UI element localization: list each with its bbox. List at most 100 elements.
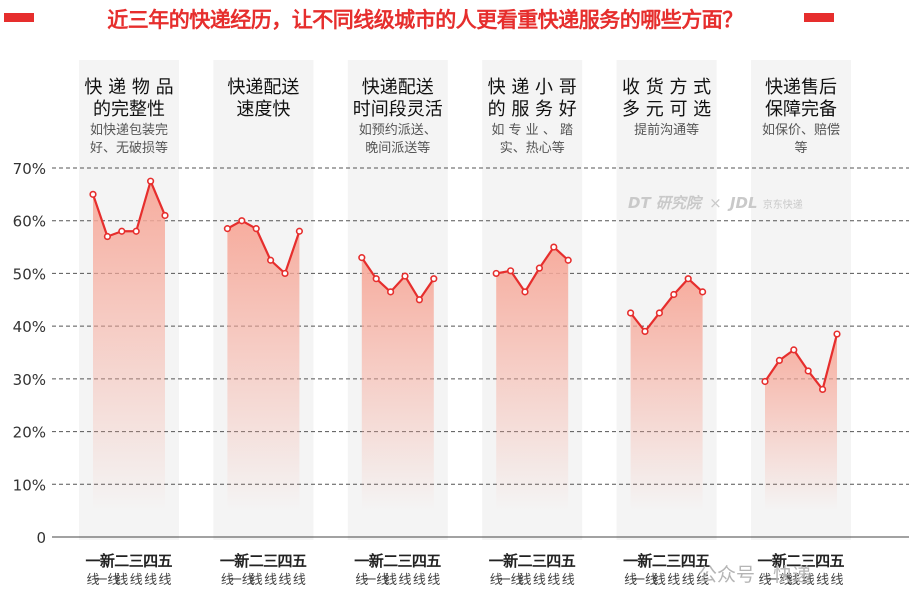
group-title: 时间段灵活 [353,99,443,120]
y-tick-label: 30% [13,371,46,389]
x-tick-label-top: 二 [383,552,398,570]
data-point [89,190,97,198]
x-tick-label-top: 三 [801,552,816,570]
x-tick-label-top: 四 [277,552,292,570]
x-tick-label-top: 新 [503,552,518,570]
data-point [161,211,169,220]
y-tick-label: 0 [36,529,46,547]
x-tick-label-top: 五 [695,552,710,570]
x-tick-label-top: 五 [561,552,576,570]
series-area [361,257,434,511]
x-tick-label-bottom: 线 [278,573,291,588]
y-tick-label: 50% [13,265,46,283]
data-point [761,377,769,386]
x-tick-label-bottom: 线 [427,573,440,588]
group-subtitle: 如 专 业 、 踏 [491,122,573,138]
x-tick-label-top: 三 [263,552,278,570]
jdl-watermark-subtext: 京东快递 [762,200,803,211]
series-layer [89,177,841,511]
y-tick-label: 60% [13,213,46,231]
data-point [521,288,529,296]
x-tick-label-bottom: 线 [115,573,128,588]
bottom-watermark: 公众号 · 快递 [698,560,811,587]
data-point [118,227,126,235]
data-point [415,296,424,304]
title-right-decoration [804,13,834,22]
data-point [818,385,827,394]
x-tick-label-top: 五 [829,552,844,570]
series-area [630,278,703,511]
group-panels [79,60,851,540]
x-tick-label-top: 新 [369,552,384,570]
x-tick-label-top: 一 [85,552,100,570]
data-point [267,256,275,264]
x-tick-label-bottom: 线 [490,573,503,588]
group-title: 保障完备 [765,99,837,120]
data-point [372,275,380,283]
jdl-watermark-text: JDL [729,194,758,212]
y-tick-label: 70% [13,160,46,178]
data-point [535,264,544,272]
group-subtitle: 提前沟通等 [634,122,699,138]
x-tick-label-bottom: 线 [130,573,143,588]
x-tick-label-top: 四 [412,552,427,570]
x-tick-label-bottom: 线 [398,573,411,588]
x-tick-label-bottom: 线 [653,573,666,588]
x-tick-label-bottom: 一线 [632,573,658,588]
x-tick-label-top: 五 [292,552,307,570]
x-tick-label-top: 二 [652,552,667,570]
data-point [401,272,409,280]
x-tick-label-top: 四 [815,552,830,570]
x-tick-label-bottom: 线 [221,573,234,588]
data-point [564,256,572,264]
x-tick-label-bottom: 线 [413,573,426,588]
x-tick-label-bottom: 线 [144,573,157,588]
x-tick-label-bottom: 线 [787,573,800,588]
x-tick-label-bottom: 线 [562,573,575,588]
x-tick-label-top: 一 [623,552,638,570]
x-tick-label-top: 三 [666,552,681,570]
x-tick-label-top: 四 [681,552,696,570]
x-tick-label-bottom: 一线 [766,573,792,588]
data-point [147,177,155,185]
series-area [93,181,165,511]
watermark-separator: × [709,194,722,212]
page-title: 近三年的快递经历，让不同线级城市的人更看重快递服务的哪些方面？ [107,8,743,32]
x-tick-label-bottom: 线 [667,573,680,588]
x-tick-label-bottom: 线 [293,573,306,588]
x-tick-label-top: 一 [489,552,504,570]
data-point [804,367,812,375]
x-tick-label-top: 二 [517,552,532,570]
data-point [103,232,111,241]
x-tick-label-bottom: 线 [547,573,560,588]
data-point [655,309,664,317]
group-subtitle: 如保价、赔偿 [762,122,840,138]
data-point [295,227,304,235]
x-tick-label-bottom: 线 [355,573,368,588]
bottom-watermark-text: 公众号 · 快递 [698,564,812,586]
x-tick-label-bottom: 一线 [363,573,389,588]
data-point [698,288,707,296]
group-subtitle: 等 [794,140,807,156]
x-tick-label-top: 新 [100,552,115,570]
group-title: 的 服 务 好 [488,99,577,120]
group-title: 快 递 小 哥 [488,77,577,98]
group-subtitle: 如快递包装完 [90,122,168,138]
data-point [641,327,649,336]
x-tick-label-bottom: 线 [158,573,171,588]
group-subtitle: 如预约派送、 [359,122,437,138]
x-tick-label-top: 新 [772,552,787,570]
x-tick-label-bottom: 线 [696,573,709,588]
data-point [430,275,438,283]
data-point [833,330,841,338]
x-tick-label-top: 三 [397,552,412,570]
series-area [227,220,300,511]
x-tick-label-bottom: 线 [758,573,771,588]
series-line [91,180,167,238]
data-point [238,217,246,225]
x-tick-label-top: 三 [129,552,144,570]
data-point [132,227,140,235]
group-subtitle: 实、热心等 [500,140,565,156]
x-tick-label-top: 新 [637,552,652,570]
